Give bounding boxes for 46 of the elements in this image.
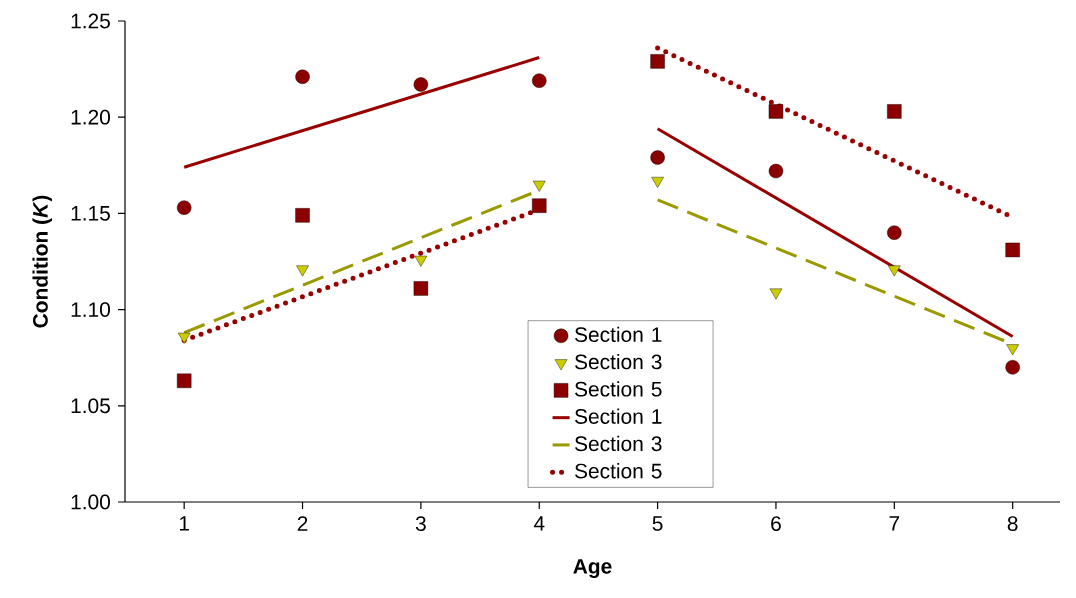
- point: [887, 104, 902, 119]
- legend-label: Section 1: [575, 408, 662, 424]
- legend-label: Section 5: [575, 463, 662, 479]
- point: [176, 200, 192, 215]
- x-tick-label: 3: [415, 516, 426, 531]
- x-tick-label: 4: [533, 516, 545, 531]
- point: [887, 225, 902, 240]
- y-tick-label: 1.20: [71, 109, 110, 125]
- x-tick-label: 2: [297, 516, 308, 531]
- point: [768, 104, 784, 119]
- x-tick-label: 5: [652, 516, 663, 531]
- point: [532, 180, 546, 192]
- point: [769, 288, 783, 300]
- point: [768, 163, 784, 179]
- point: [413, 77, 429, 92]
- x-tick-label: 8: [1007, 516, 1018, 531]
- point: [176, 373, 192, 388]
- y-tick-label: 1.10: [71, 302, 110, 317]
- point: [296, 265, 309, 277]
- legend-label: Section 1: [575, 326, 662, 343]
- point: [888, 265, 901, 277]
- point: [532, 198, 547, 213]
- y-tick-label: 1.05: [71, 398, 110, 414]
- legend-label: Section 5: [575, 381, 662, 397]
- point: [414, 255, 428, 267]
- y-tick-label: 1.15: [71, 206, 110, 221]
- point: [651, 176, 664, 188]
- legend-label: Section 3: [575, 435, 662, 452]
- x-tick-label: 1: [179, 516, 189, 531]
- point: [295, 208, 310, 223]
- point: [295, 69, 310, 84]
- point: [413, 281, 429, 296]
- point: [177, 332, 191, 344]
- point: [650, 54, 665, 69]
- y-tick-label: 1.25: [71, 13, 110, 29]
- point: [1005, 360, 1020, 375]
- x-axis-title: Age: [573, 559, 612, 578]
- point: [650, 150, 665, 165]
- point: [1005, 242, 1020, 258]
- point: [532, 73, 547, 88]
- x-tick-label: 7: [889, 516, 900, 531]
- y-tick-label: 1.00: [71, 494, 110, 510]
- legend-label: Section 3: [575, 353, 662, 370]
- x-tick-label: 6: [771, 516, 781, 531]
- y-axis-title: Condition (K): [32, 195, 52, 328]
- point: [1006, 344, 1019, 356]
